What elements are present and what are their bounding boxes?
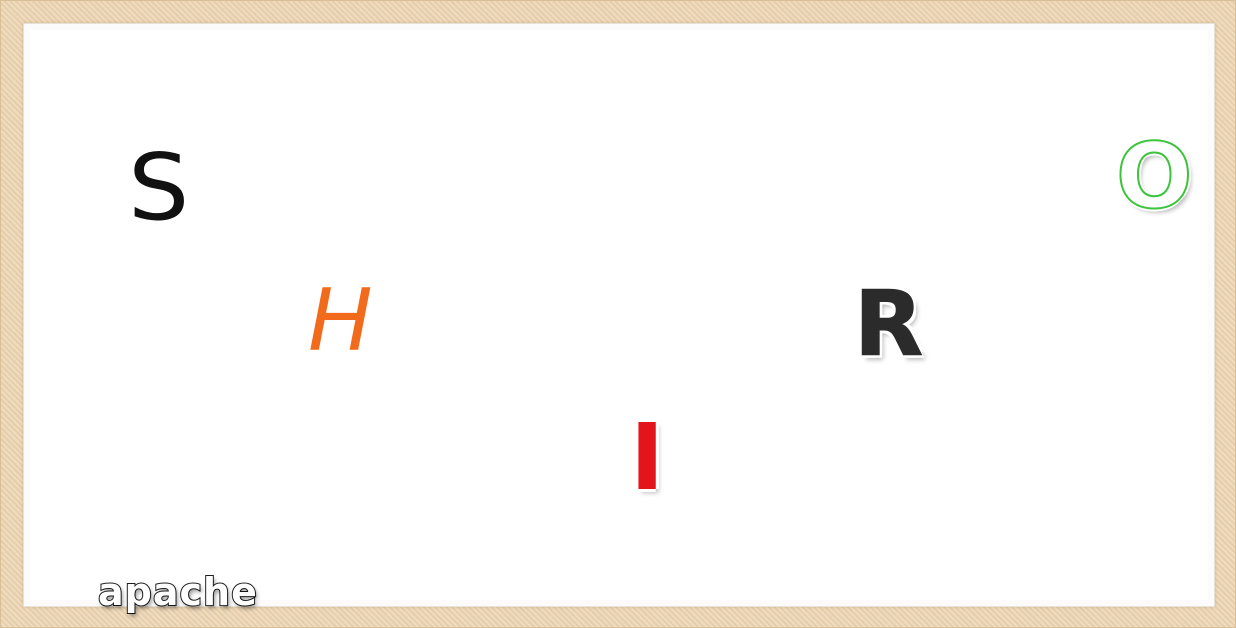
letter-o: O — [1115, 124, 1194, 229]
letter-r: R — [853, 272, 924, 377]
letter-s: S — [128, 134, 190, 241]
apache-brand-text: apache — [97, 569, 258, 615]
white-canvas: S H R I O apache — [23, 23, 1215, 615]
letter-i: I — [630, 404, 665, 511]
letter-h: H — [308, 271, 373, 371]
